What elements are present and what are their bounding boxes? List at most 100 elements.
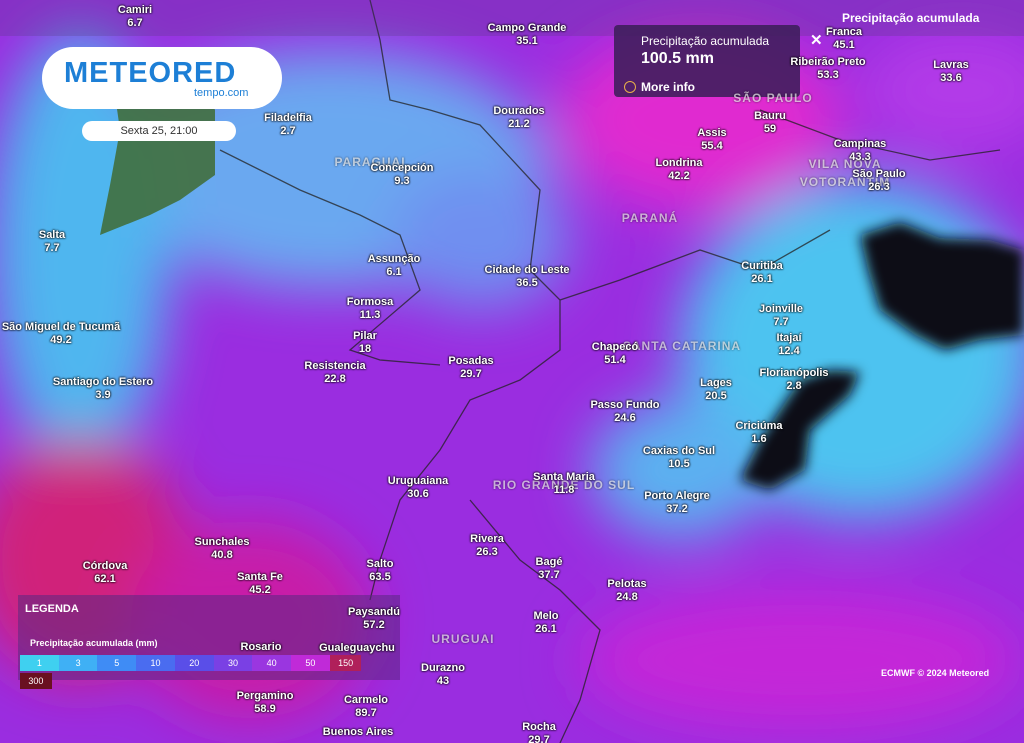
logo-text: METEORED: [64, 57, 237, 89]
city-value: 40.8: [211, 549, 233, 561]
city-name: Camiri: [117, 4, 153, 16]
city-value: 37.7: [538, 569, 560, 581]
scale-step: 50: [291, 655, 330, 671]
city-label: Dourados 21.2: [493, 105, 544, 131]
city-value: 43.3: [849, 151, 871, 163]
city-name: Uruguaiana: [387, 475, 449, 487]
logo[interactable]: METEORED tempo.com: [42, 47, 282, 109]
city-name: Criciúma: [735, 420, 783, 432]
city-label: Porto Alegre 37.2: [644, 490, 710, 516]
city-label: Gualeguaychu: [319, 642, 395, 655]
city-label: Joinville 7.7: [759, 303, 803, 329]
city-label: Pilar 18: [353, 330, 377, 356]
city-label: Posadas 29.7: [448, 355, 493, 381]
city-value: 37.2: [666, 503, 688, 515]
city-name: Santiago do Estero: [52, 376, 154, 388]
region-label: PARANÁ: [621, 211, 679, 225]
city-label: Carmelo 89.7: [344, 694, 388, 720]
scale-step: 150: [329, 655, 362, 671]
region-label: VOTORANTIM: [799, 175, 891, 189]
layer-title[interactable]: Precipitação acumulada: [842, 11, 980, 25]
city-value: 29.7: [460, 368, 482, 380]
borders: [219, 0, 1001, 743]
more-info[interactable]: More info: [641, 80, 695, 94]
scale-step: 3: [58, 655, 98, 671]
region-label: SANTA CATARINA: [622, 339, 742, 353]
city-label: Córdova 62.1: [83, 560, 128, 586]
city-name: Concepción: [370, 162, 434, 174]
city-name: Rivera: [470, 533, 504, 545]
city-name: Ribeirão Preto: [790, 56, 866, 68]
city-label: Florianópolis 2.8: [759, 367, 828, 393]
city-label: Rosario: [241, 641, 282, 654]
city-label: Caxias do Sul 10.5: [643, 445, 715, 471]
city-value: 62.1: [94, 573, 116, 585]
city-value: 20.5: [705, 390, 727, 402]
city-label: Santa Maria 11.8: [533, 471, 595, 497]
city-label: Durazno 43: [421, 662, 465, 688]
city-label: Melo 26.1: [533, 610, 558, 636]
city-name: Sunchales: [194, 536, 250, 548]
city-value: 33.6: [940, 72, 962, 84]
city-label: Salto 63.5: [367, 558, 394, 584]
datetime[interactable]: Sexta 25, 21:00: [82, 121, 236, 141]
city-label: Criciúma 1.6: [735, 420, 782, 446]
region-label: PARAGUAI: [334, 155, 406, 169]
city-name: Curitiba: [741, 260, 783, 272]
city-name: Formosa: [346, 296, 394, 308]
city-label: São Miguel de Tucumã 49.2: [2, 321, 120, 347]
city-label: Resistencia 22.8: [304, 360, 365, 386]
city-value: 11.3: [359, 309, 381, 321]
scale-step: 10: [136, 655, 175, 671]
city-value: 43: [436, 675, 450, 687]
city-label: Salta 7.7: [39, 229, 65, 255]
city-name: Florianópolis: [759, 367, 829, 379]
city-name: Porto Alegre: [644, 490, 710, 502]
city-label: São Paulo 26.3: [852, 168, 905, 194]
city-label: Buenos Aires: [323, 726, 394, 739]
city-name: Salta: [38, 229, 66, 241]
tooltip-title: Precipitação acumulada: [641, 34, 770, 48]
city-name: Franca: [825, 26, 863, 38]
city-value: 45.2: [249, 584, 271, 596]
city-value: 2.7: [280, 125, 296, 137]
scale-step: 20: [174, 655, 214, 671]
city-value: 10.5: [668, 458, 690, 470]
city-value: 18: [358, 343, 372, 355]
city-name: Filadelfia: [264, 112, 312, 124]
city-label: Pergamino 58.9: [237, 690, 294, 716]
close-button[interactable]: ✕: [810, 32, 823, 49]
city-name: Cidade do Leste: [484, 264, 570, 276]
city-value: 30.6: [407, 488, 429, 500]
city-label: Lavras 33.6: [933, 59, 968, 85]
city-label: Camiri 6.7: [118, 4, 152, 30]
city-name: Campinas: [833, 138, 887, 150]
city-name: Passo Fundo: [590, 399, 660, 411]
city-name: Pelotas: [607, 578, 647, 590]
city-name: Joinville: [758, 303, 804, 315]
region-label: RIO GRANDE DO SUL: [492, 478, 636, 492]
city-label: Ribeirão Preto 53.3: [790, 56, 865, 82]
city-label: Bagé 37.7: [536, 556, 563, 582]
city-value: 26.3: [476, 546, 498, 558]
legend-subtitle: Precipitação acumulada (mm): [30, 638, 158, 648]
city-label: Assunção 6.1: [368, 253, 421, 279]
legend-scale: 1 3 5 10 20 30 40 50 150 300: [20, 653, 372, 689]
city-label: Uruguaiana 30.6: [388, 475, 449, 501]
city-value: 12.4: [778, 345, 800, 357]
city-name: Dourados: [493, 105, 545, 117]
city-name: Rocha: [522, 721, 556, 733]
city-name: Rosario: [240, 641, 282, 653]
city-name: Lages: [700, 377, 732, 389]
city-label: Filadelfia 2.7: [264, 112, 312, 138]
city-name: Córdova: [82, 560, 128, 572]
city-name: Itajaí: [776, 332, 802, 344]
city-value: 63.5: [369, 571, 391, 583]
city-value: 35.1: [516, 35, 538, 47]
city-value: 55.4: [701, 140, 723, 152]
city-name: Santa Fe: [237, 571, 283, 583]
city-label: Lages 20.5: [700, 377, 732, 403]
city-name: Durazno: [421, 662, 465, 674]
